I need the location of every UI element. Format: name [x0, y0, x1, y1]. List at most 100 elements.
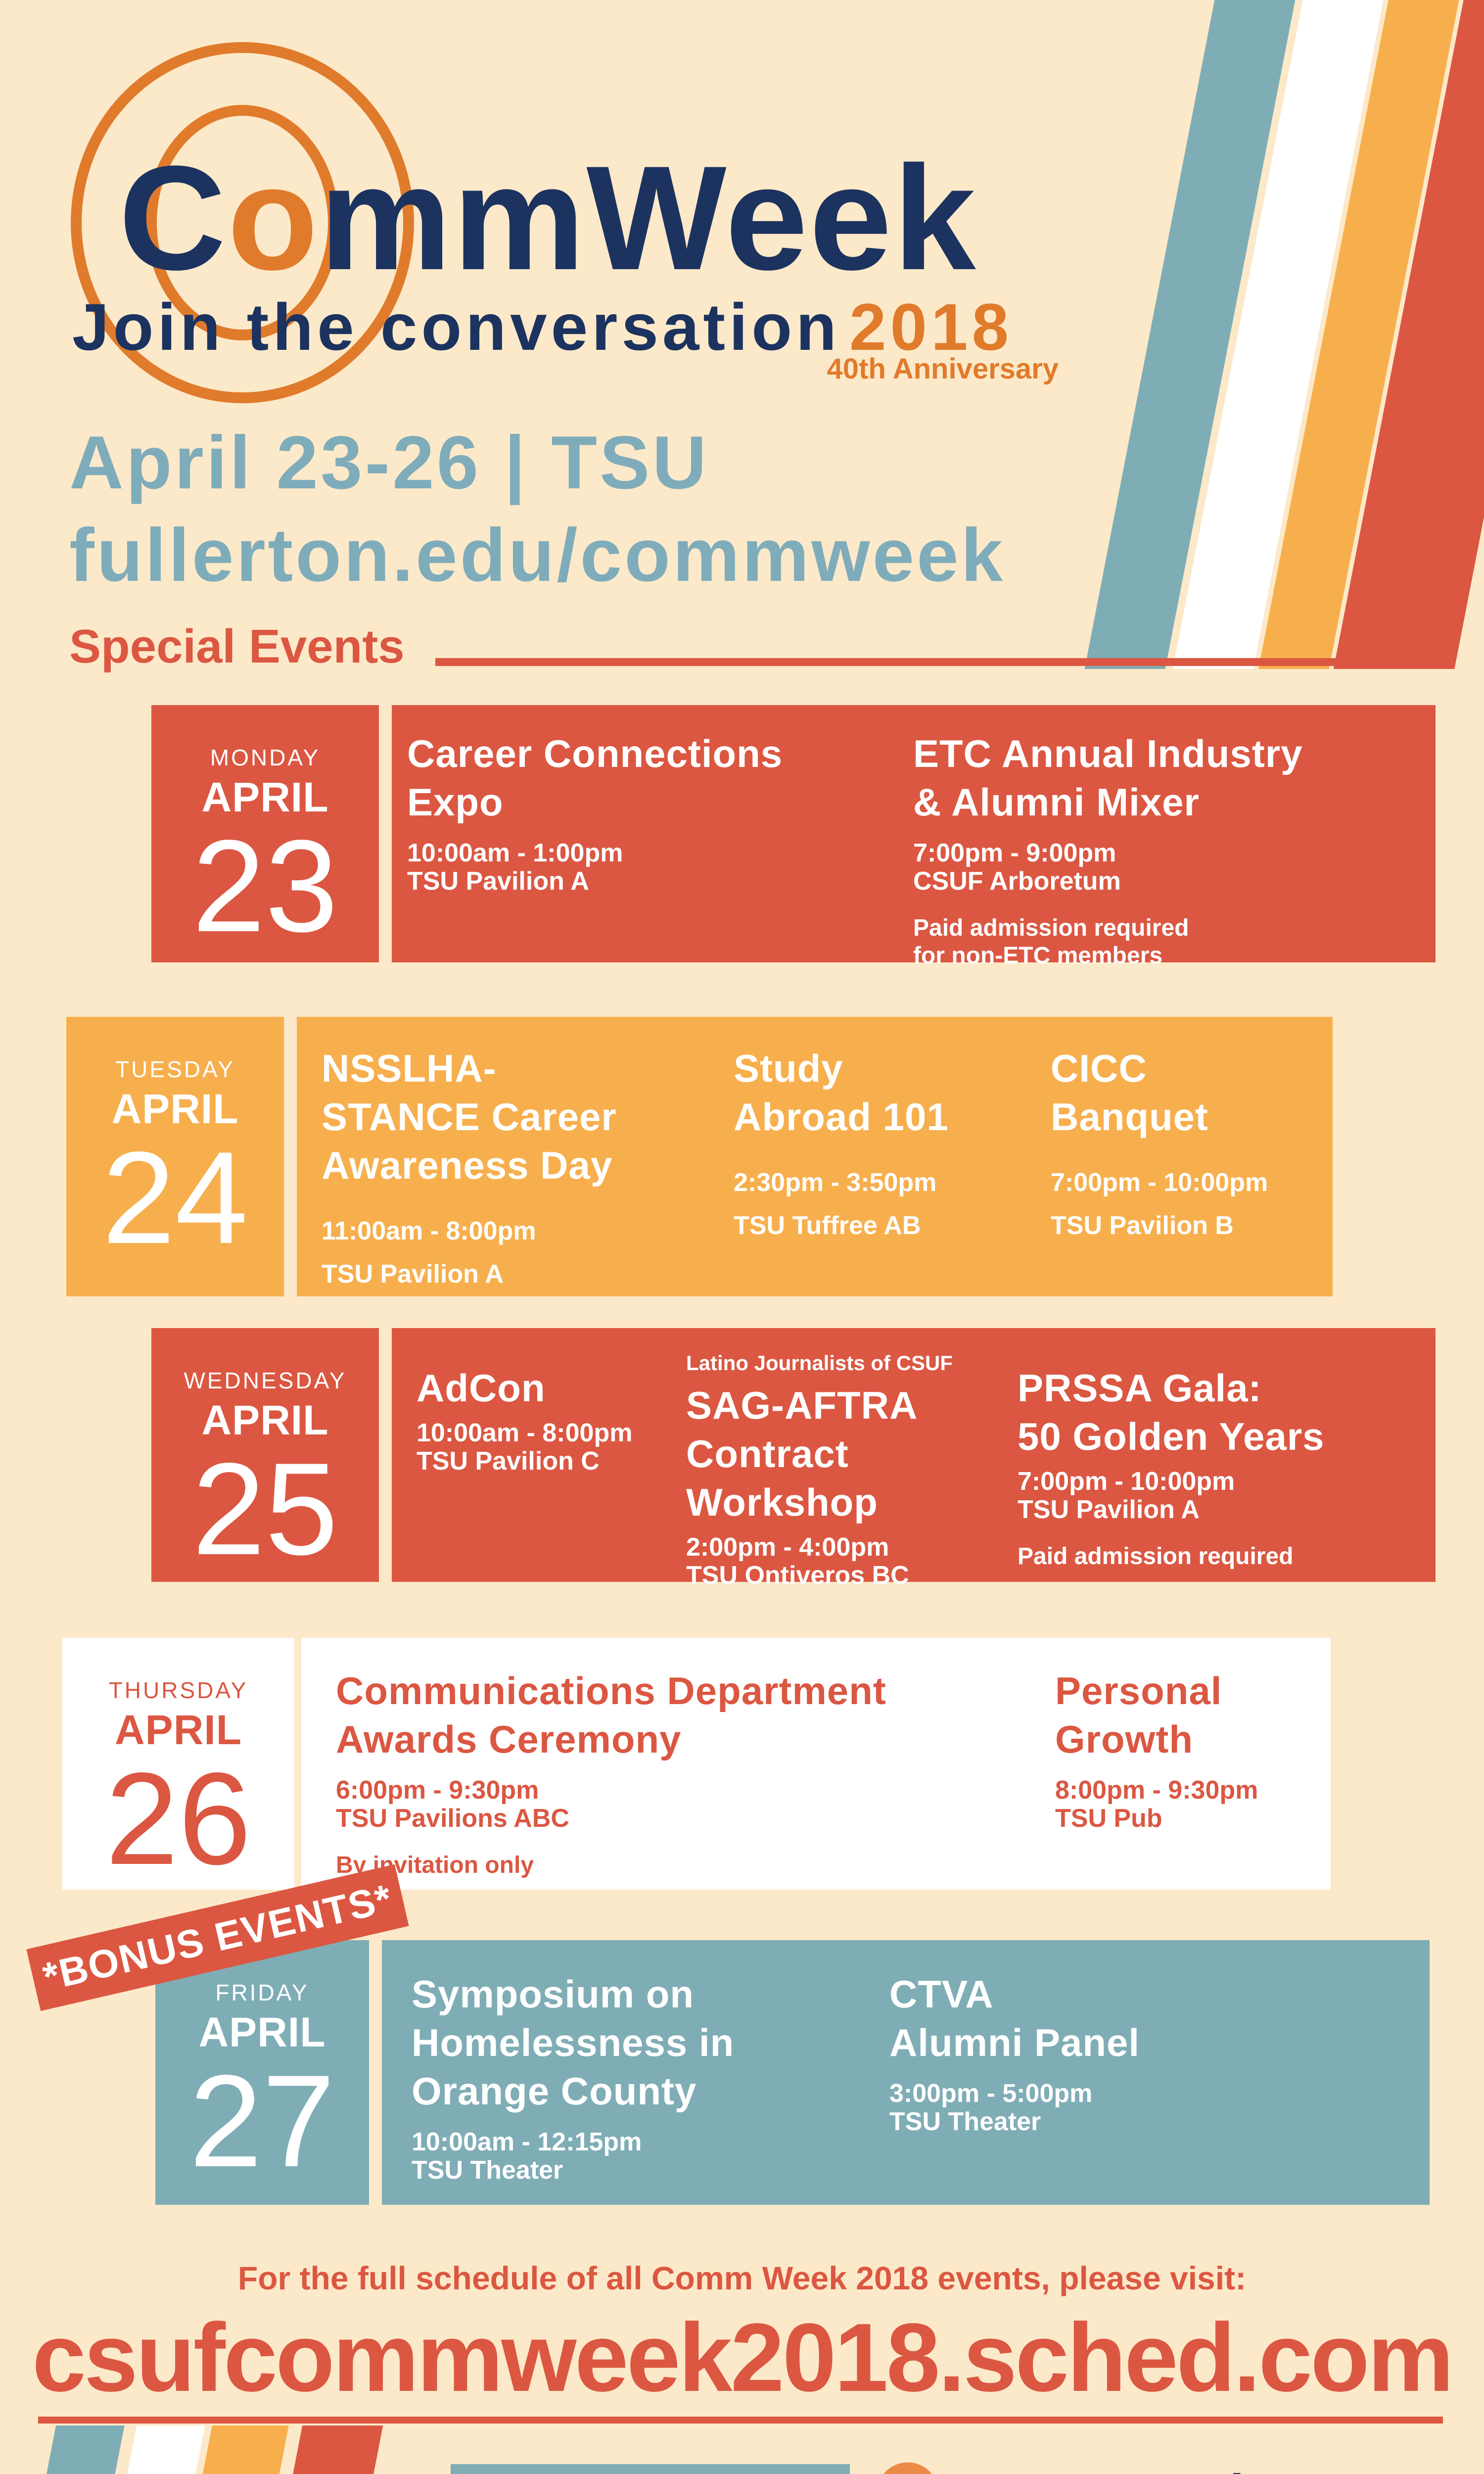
event-kicker: Latino Journalists of CSUF — [686, 1351, 953, 1375]
event-time: 10:00am - 12:15pm — [412, 2128, 642, 2156]
day-number: 26 — [105, 1746, 251, 1892]
day-number: 27 — [189, 2048, 335, 2194]
event-dates-venue: April 23-26 | TSU — [69, 421, 709, 505]
event-note: Paid admission required — [1018, 1543, 1294, 1570]
event-adcon: AdCon 10:00am - 8:00pm TSU Pavilion C — [417, 1364, 632, 1475]
event-time: 3:00pm - 5:00pm — [889, 2079, 1093, 2108]
event-location: TSU Tuffree AB — [734, 1211, 921, 1240]
social-media-list: f Comm Week 2018 @CSUFCommWeek @CSUF_Com… — [875, 2460, 1459, 2474]
column-divider — [369, 1940, 382, 2205]
logo-wordmark: CommWeek — [119, 143, 977, 292]
event-nsslha-stance: NSSLHA- STANCE Career Awareness Day 11:0… — [322, 1044, 617, 1288]
date-column: WEDNESDAY APRIL 25 — [151, 1328, 379, 1582]
svg-text:f: f — [902, 2472, 918, 2474]
event-career-connections-expo: Career Connections Expo 10:00am - 1:00pm… — [407, 729, 783, 896]
date-column: TUESDAY APRIL 24 — [66, 1017, 284, 1296]
event-time: 11:00am - 8:00pm — [322, 1217, 536, 1245]
event-title: CTVA Alumni Panel — [889, 1972, 1140, 2064]
event-ctva-alumni-panel: CTVA Alumni Panel 3:00pm - 5:00pm TSU Th… — [889, 1970, 1140, 2136]
event-prssa-gala: PRSSA Gala: 50 Golden Years 7:00pm - 10:… — [1018, 1364, 1325, 1570]
event-title: Personal Growth — [1055, 1669, 1222, 1761]
event-location: TSU Pavilion A — [1018, 1495, 1200, 1524]
event-sag-aftra-workshop: Latino Journalists of CSUF SAG-AFTRA Con… — [686, 1351, 953, 1590]
event-location: TSU Ontiveros BC — [686, 1561, 909, 1590]
anniversary-label: 40th Anniversary — [827, 353, 1059, 385]
event-title: SAG-AFTRA Contract Workshop — [686, 1383, 918, 1524]
event-location: CSUF Arboretum — [913, 867, 1121, 896]
event-awards-ceremony: Communications Department Awards Ceremon… — [336, 1666, 886, 1879]
event-title: Study Abroad 101 — [734, 1047, 949, 1139]
event-location: TSU Pavilion C — [417, 1447, 600, 1475]
event-time: 7:00pm - 9:00pm — [913, 839, 1116, 867]
column-divider — [284, 1017, 297, 1296]
event-location: TSU Theater — [889, 2107, 1041, 2136]
day-month: APRIL — [111, 1086, 239, 1132]
event-title: ETC Annual Industry & Alumni Mixer — [913, 732, 1303, 824]
day-block-monday: MONDAY APRIL 23 Career Connections Expo … — [151, 705, 1436, 969]
event-time: 2:30pm - 3:50pm — [734, 1168, 937, 1197]
event-location: TSU Pavilions ABC — [336, 1804, 569, 1833]
event-title: AdCon — [417, 1366, 546, 1410]
day-events: Symposium on Homelessness in Orange Coun… — [382, 1940, 1430, 2205]
event-time: 2:00pm - 4:00pm — [686, 1533, 889, 1562]
date-column: THURSDAY APRIL 26 — [62, 1638, 294, 1890]
special-events-underline — [435, 658, 1411, 666]
date-column: FRIDAY APRIL 27 — [155, 1940, 369, 2205]
column-divider — [294, 1638, 301, 1890]
day-block-wednesday: WEDNESDAY APRIL 25 AdCon 10:00am - 8:00p… — [151, 1328, 1436, 1590]
event-title: Communications Department Awards Ceremon… — [336, 1669, 886, 1761]
qr-code-panel — [451, 2464, 850, 2474]
commweek-website-url: fullerton.edu/commweek — [69, 513, 1006, 597]
day-month: APRIL — [115, 1707, 242, 1753]
event-location: TSU Pub — [1055, 1804, 1162, 1833]
event-study-abroad-101: Study Abroad 101 2:30pm - 3:50pm TSU Tuf… — [734, 1044, 949, 1240]
event-title: PRSSA Gala: 50 Golden Years — [1018, 1366, 1325, 1458]
event-location: TSU Pavilion A — [407, 867, 589, 896]
event-note: Paid admission required for non-ETC memb… — [913, 915, 1189, 969]
date-column: MONDAY APRIL 23 — [151, 705, 379, 962]
day-number: 25 — [192, 1436, 338, 1582]
day-events: Career Connections Expo 10:00am - 1:00pm… — [392, 705, 1436, 969]
event-personal-growth: Personal Growth 8:00pm - 9:30pm TSU Pub — [1055, 1666, 1258, 1833]
day-number: 23 — [192, 813, 338, 959]
full-schedule-cta: For the full schedule of all Comm Week 2… — [237, 2260, 1247, 2296]
event-cicc-banquet: CICC Banquet 7:00pm - 10:00pm TSU Pavili… — [1051, 1044, 1268, 1240]
day-month: APRIL — [201, 774, 329, 820]
event-time: 10:00am - 8:00pm — [417, 1419, 633, 1447]
day-number: 24 — [102, 1125, 248, 1271]
tagline: Join the conversation 2018 — [72, 288, 1013, 368]
column-divider — [379, 705, 392, 962]
special-events-heading: Special Events — [69, 620, 405, 673]
facebook-handle: Comm Week 2018 — [956, 2464, 1384, 2474]
tagline-year: 2018 — [849, 290, 1013, 364]
day-name: THURSDAY — [108, 1677, 248, 1703]
column-divider — [379, 1328, 392, 1582]
sched-url: csufcommweek2018.sched.com — [32, 2303, 1454, 2412]
footer-divider — [38, 2417, 1443, 2424]
logo-letters-rest: mmWeek — [319, 135, 977, 301]
event-title: NSSLHA- STANCE Career Awareness Day — [322, 1047, 617, 1187]
event-location: TSU Pavilion A — [322, 1260, 504, 1288]
day-month: APRIL — [201, 1397, 329, 1443]
day-month: APRIL — [198, 2009, 326, 2055]
day-name: FRIDAY — [215, 1980, 309, 2005]
event-time: 7:00pm - 10:00pm — [1051, 1168, 1268, 1197]
event-note: By invitation only — [336, 1852, 534, 1878]
day-block-friday: FRIDAY APRIL 27 Symposium on Homelessnes… — [155, 1940, 1430, 2205]
event-time: 10:00am - 1:00pm — [407, 839, 623, 867]
tagline-text: Join the conversation — [72, 290, 840, 364]
top-right-stripes — [989, 0, 1484, 669]
event-homelessness-symposium: Symposium on Homelessness in Orange Coun… — [412, 1970, 734, 2185]
event-time: 6:00pm - 9:30pm — [336, 1776, 539, 1805]
event-location: TSU Pavilion B — [1051, 1211, 1234, 1240]
event-time: 7:00pm - 10:00pm — [1018, 1467, 1235, 1496]
day-events: AdCon 10:00am - 8:00pm TSU Pavilion C La… — [392, 1328, 1436, 1590]
event-time: 8:00pm - 9:30pm — [1055, 1776, 1258, 1805]
day-block-thursday: THURSDAY APRIL 26 Communications Departm… — [62, 1638, 1331, 1890]
event-title: Symposium on Homelessness in Orange Coun… — [412, 1972, 735, 2113]
day-name: TUESDAY — [115, 1056, 235, 1082]
event-etc-alumni-mixer: ETC Annual Industry & Alumni Mixer 7:00p… — [913, 729, 1302, 970]
social-row-facebook: f Comm Week 2018 — [875, 2460, 1459, 2474]
event-title: CICC Banquet — [1051, 1047, 1208, 1139]
